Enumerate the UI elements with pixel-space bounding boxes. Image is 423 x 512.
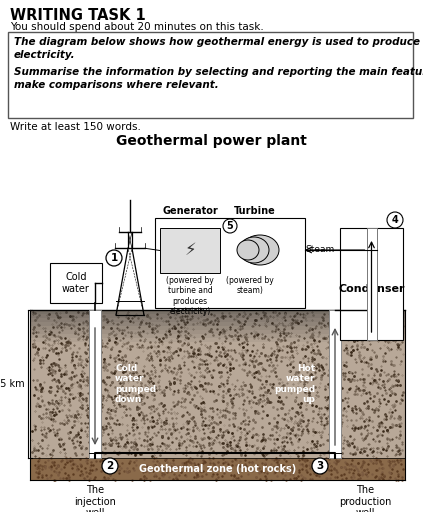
Text: make comparisons where relevant.: make comparisons where relevant. [14,80,219,90]
Bar [366,228,376,340]
Text: Cold
water: Cold water [62,272,90,294]
Bar [30,326,405,330]
Bar [30,334,405,338]
Bar [8,32,413,118]
Ellipse shape [241,235,279,265]
Text: Hot
water
pumped
up: Hot water pumped up [274,364,315,404]
Text: Geothermal zone (hot rocks): Geothermal zone (hot rocks) [139,464,296,474]
Circle shape [102,458,118,474]
Text: Turbine: Turbine [234,206,276,216]
Text: You should spend about 20 minutes on this task.: You should spend about 20 minutes on thi… [10,22,264,32]
Circle shape [387,212,403,228]
Text: Condenser: Condenser [338,284,405,294]
Bar [50,263,102,303]
Circle shape [106,250,122,266]
Text: electricity.: electricity. [14,50,76,60]
Text: Write at least 150 words.: Write at least 150 words. [10,122,141,132]
Text: (powered by
steam): (powered by steam) [226,276,274,295]
Text: 2: 2 [106,461,114,471]
Ellipse shape [239,237,269,263]
Bar [30,322,405,326]
Circle shape [223,219,237,233]
Circle shape [312,458,328,474]
Bar [329,310,341,458]
Text: The
injection
well: The injection well [74,485,116,512]
Text: 5: 5 [227,221,233,231]
Bar [30,310,405,314]
Bar [30,310,405,480]
Bar [30,314,405,318]
Text: Summarise the information by selecting and reporting the main features, and: Summarise the information by selecting a… [14,67,423,77]
Text: Geothermal power plant: Geothermal power plant [116,134,307,148]
Bar [89,310,101,458]
Text: (powered by
turbine and
produces
electricity): (powered by turbine and produces electri… [166,276,214,316]
Bar [30,318,405,322]
Ellipse shape [237,240,259,260]
Bar [30,338,405,342]
Text: Cold
water
pumped
down: Cold water pumped down [115,364,156,404]
Bar [160,228,220,273]
Text: WRITING TASK 1: WRITING TASK 1 [10,8,146,23]
Text: ⚡: ⚡ [184,242,196,260]
Text: Generator: Generator [162,206,218,216]
Bar [340,228,403,340]
Bar [30,330,405,334]
Text: 1: 1 [110,253,118,263]
Text: 4.5 km: 4.5 km [0,379,25,389]
Text: 4: 4 [392,215,398,225]
Text: Steam: Steam [306,245,335,254]
Text: The diagram below shows how geothermal energy is used to produce: The diagram below shows how geothermal e… [14,37,420,47]
Text: The
production
well: The production well [339,485,391,512]
Text: 3: 3 [316,461,324,471]
Bar [155,218,305,308]
Bar [30,458,405,480]
